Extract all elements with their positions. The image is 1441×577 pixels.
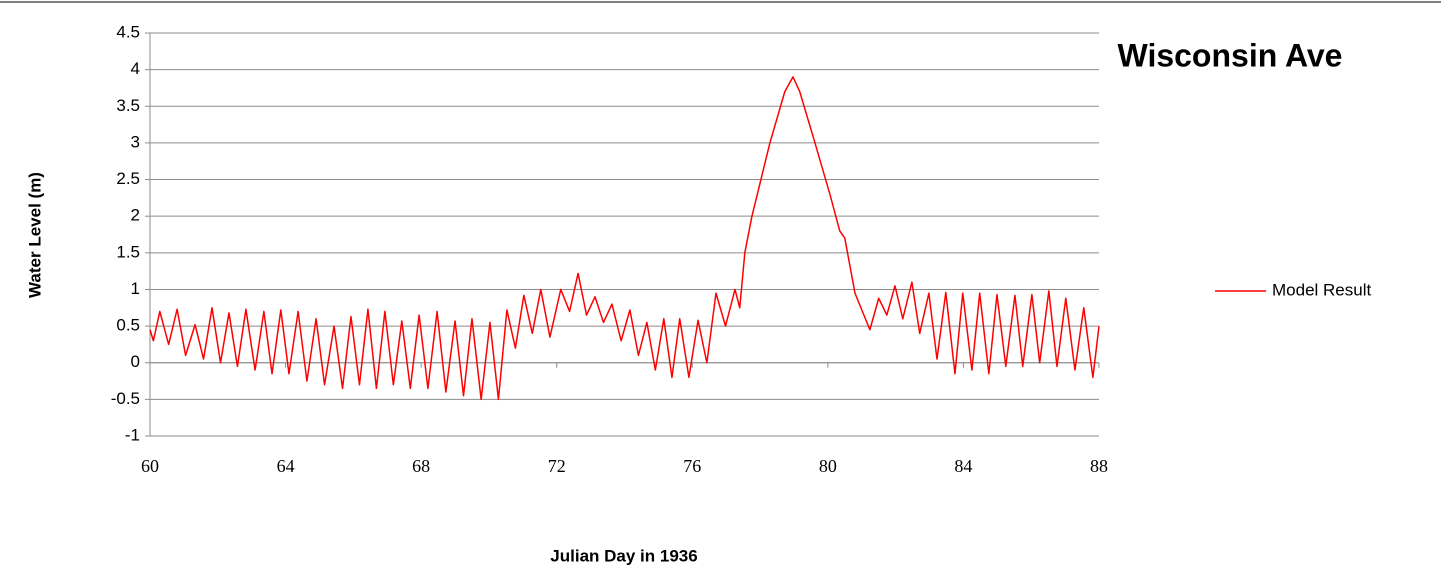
- y-tick-label: 0.5: [116, 316, 140, 335]
- y-tick-label: -1: [125, 425, 140, 444]
- y-tick-label: 4.5: [116, 22, 140, 41]
- chart-title: Wisconsin Ave: [1118, 37, 1343, 73]
- y-axis-title: Water Level (m): [25, 172, 44, 298]
- x-tick-label: 68: [412, 456, 430, 476]
- x-tick-label: 88: [1090, 456, 1108, 476]
- y-tick-label: 1: [131, 279, 140, 298]
- x-tick-label: 76: [683, 456, 701, 476]
- y-tick-label: 3.5: [116, 96, 140, 115]
- legend-label: Model Result: [1272, 280, 1371, 299]
- x-tick-label: 80: [819, 456, 837, 476]
- y-tick-label: 0: [131, 352, 140, 371]
- x-axis-title: Julian Day in 1936: [550, 546, 697, 565]
- x-tick-label: 84: [954, 456, 972, 476]
- y-tick-label: 3: [131, 132, 140, 151]
- y-tick-label: 2.5: [116, 169, 140, 188]
- y-tick-label: 4: [131, 59, 140, 78]
- x-tick-label: 64: [277, 456, 295, 476]
- x-tick-label: 72: [548, 456, 566, 476]
- y-tick-label: 1.5: [116, 242, 140, 261]
- data-line: [149, 76, 1100, 401]
- y-tick-label: 2: [131, 206, 140, 225]
- y-tick-label: -0.5: [111, 389, 140, 408]
- x-tick-label: 60: [141, 456, 159, 476]
